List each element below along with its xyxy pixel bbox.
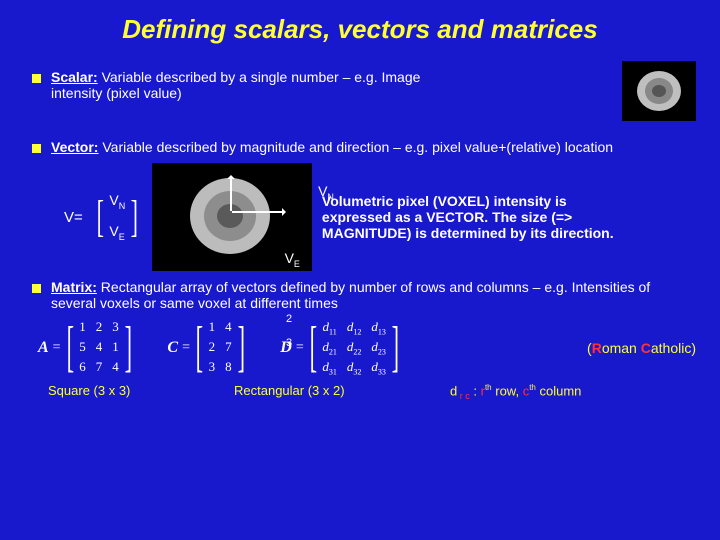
label-vn: VN [318,183,334,202]
bracket-left-icon: [ [66,325,73,371]
vector-term: Vector: [51,139,98,155]
bracket-left-icon: [ [309,325,316,371]
scalar-row: Scalar: Variable described by a single n… [24,61,696,121]
matrix-text: Matrix: Rectangular array of vectors def… [51,279,696,311]
bullet-icon [32,74,41,83]
arrow-east-icon [232,211,284,213]
bracket-right-icon: ] [124,325,131,371]
scalar-text: Scalar: Variable described by a single n… [51,69,471,101]
brain-icon [629,66,689,116]
v-equals: V= [64,209,83,226]
label-ve: VE [285,250,300,269]
scalar-bullet: Scalar: Variable described by a single n… [32,69,602,101]
bullet-icon [32,284,41,293]
vector-column: VN VE [107,192,127,242]
matrix-row: 2 3 A = [ 123 541 674 ] C = [ 14 27 38 ] [38,319,696,377]
roman-catholic-note: (Roman Catholic) [587,340,696,356]
bullet-icon [32,144,41,153]
voxel-description: Volumetric pixel (VOXEL) intensity is ex… [322,193,622,241]
vector-body: Variable described by magnitude and dire… [102,139,613,155]
matrix-A-grid: 123 541 674 [79,319,119,377]
brain-thumb-small [622,61,696,121]
matrix-captions: Square (3 x 3) Rectangular (3 x 2) d r c… [48,383,696,401]
matrix-A: A = [ 123 541 674 ] [38,319,137,377]
bracket-left-icon: [ [96,197,103,237]
matrix-C-grid: 14 27 38 [209,319,232,377]
matrix-body: Rectangular array of vectors defined by … [51,279,650,311]
bracket-right-icon: ] [131,197,138,237]
bracket-right-icon: ] [237,325,244,371]
matrix-term: Matrix: [51,279,97,295]
scalar-term: Scalar: [51,69,98,85]
slide-title: Defining scalars, vectors and matrices [24,14,696,45]
vector-text: Vector: Variable described by magnitude … [51,139,696,155]
annotation-23: 2 3 [286,313,292,349]
slide: Defining scalars, vectors and matrices S… [0,0,720,540]
matrix-D: D = [ d11 d12 d13 d21 d22 d23 d31 d32 d3… [280,319,404,377]
arrow-north-icon [230,177,232,211]
vector-illustration: V= [ VN VE ] VN VE Volumetric pixel (VOX… [64,163,688,271]
vector-bullet: Vector: Variable described by magnitude … [32,139,696,155]
caption-A: Square (3 x 3) [48,383,168,401]
matrix-C: C = [ 14 27 38 ] [167,319,250,377]
caption-D: d r c : rth row, cth column [450,383,581,401]
bracket-left-icon: [ [196,325,203,371]
matrix-bullet: Matrix: Rectangular array of vectors def… [32,279,696,311]
brain-thumb-vector: VN VE [152,163,312,271]
matrix-D-grid: d11 d12 d13 d21 d22 d23 d31 d32 d33 [322,319,386,377]
bracket-right-icon: ] [392,325,399,371]
vector-bracket: [ VN VE ] [93,192,142,242]
scalar-body: Variable described by a single number – … [51,69,420,101]
caption-C: Rectangular (3 x 2) [234,383,384,401]
